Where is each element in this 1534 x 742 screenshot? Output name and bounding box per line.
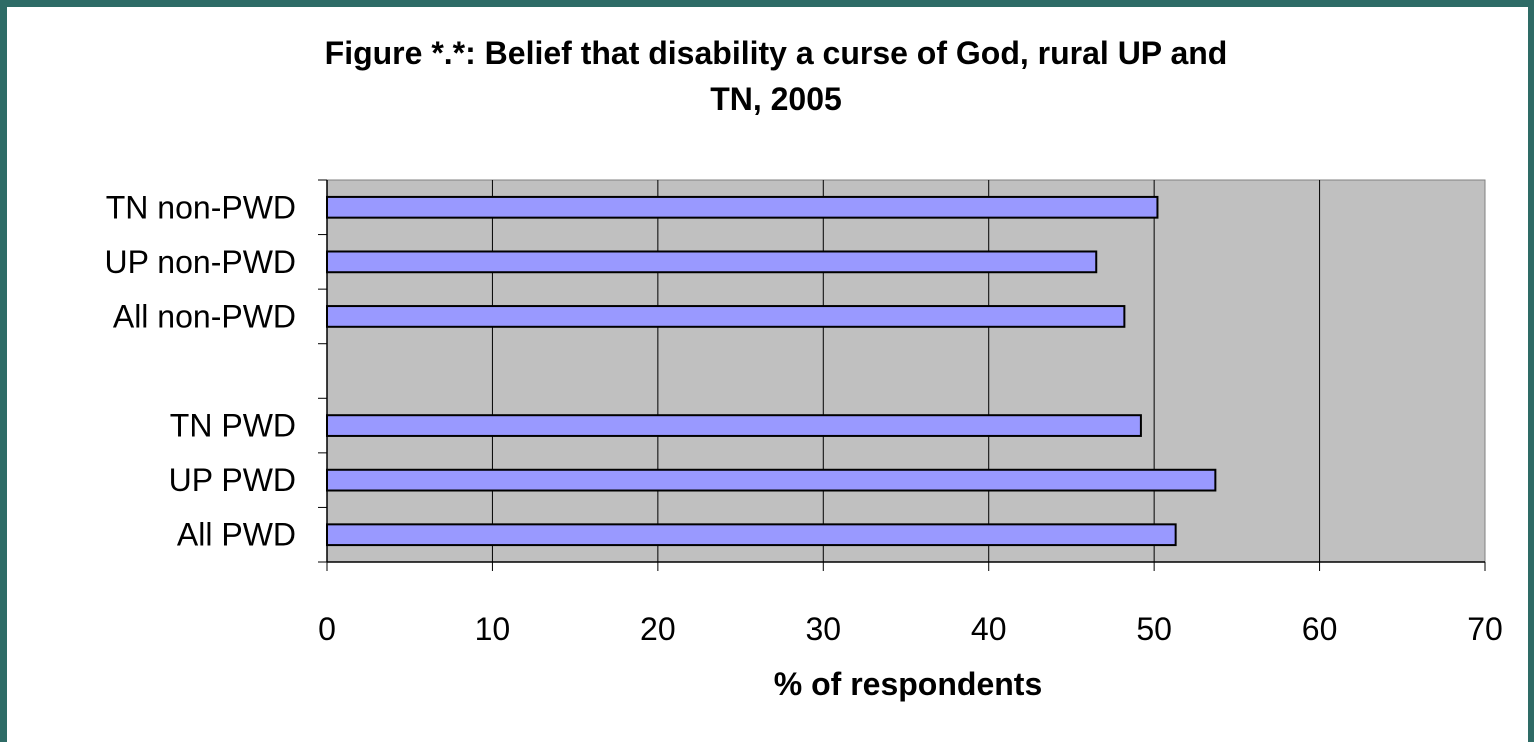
- category-label: TN PWD: [170, 408, 296, 444]
- category-label: UP PWD: [169, 462, 296, 498]
- axes: [318, 179, 1486, 571]
- bars: [326, 195, 1217, 547]
- category-label: TN non-PWD: [106, 189, 296, 225]
- x-tick-label: 70: [1467, 611, 1503, 647]
- bar: [326, 468, 1217, 492]
- category-labels: TN non-PWD UP non-PWD All non-PWD TN PWD UP …: [105, 189, 296, 552]
- bar: [326, 195, 1159, 219]
- x-tick-label: 60: [1302, 611, 1338, 647]
- x-tick-label: 40: [971, 611, 1007, 647]
- x-tick-label: 10: [475, 611, 511, 647]
- plot-area: [326, 179, 1486, 563]
- category-label: All PWD: [177, 517, 296, 553]
- bar: [326, 305, 1126, 328]
- gridlines: [491, 180, 1321, 562]
- x-tick-label: 0: [318, 611, 336, 647]
- x-tick-label: 50: [1136, 611, 1172, 647]
- bar: [326, 414, 1142, 437]
- bar: [326, 523, 1177, 547]
- x-axis-label: % of respondents: [774, 666, 1042, 702]
- chart-title-line-2: TN, 2005: [710, 81, 842, 117]
- bar: [326, 250, 1098, 274]
- x-tick-label: 30: [805, 611, 841, 647]
- x-tick-label: 20: [640, 611, 676, 647]
- chart-title-line-1: Figure *.*: Belief that disability a cur…: [325, 35, 1228, 71]
- category-label: All non-PWD: [113, 298, 296, 334]
- x-tick-labels: 0 10 20 30 40 50 60 70: [318, 611, 1503, 647]
- category-label: UP non-PWD: [105, 244, 296, 280]
